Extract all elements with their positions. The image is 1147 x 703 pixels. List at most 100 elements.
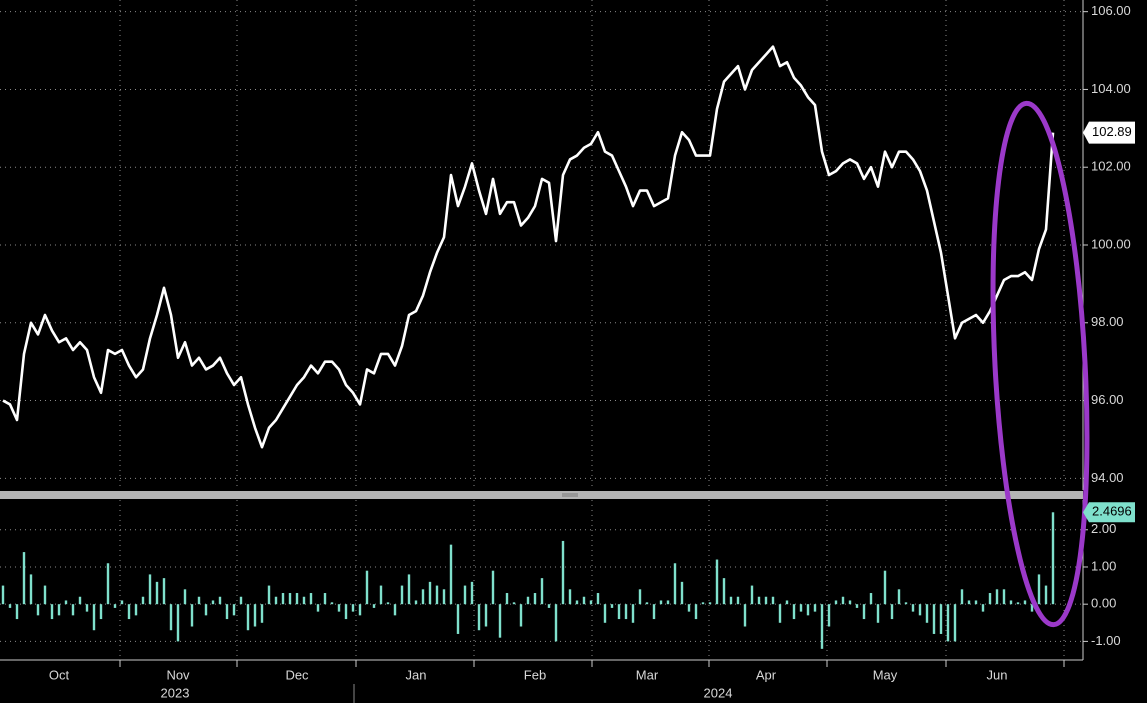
bar	[1016, 602, 1020, 605]
last-value-label: 102.89	[1092, 124, 1132, 139]
bar	[162, 578, 166, 605]
bar	[85, 604, 89, 612]
bar	[274, 596, 278, 605]
x-tick-label: Mar	[636, 667, 659, 682]
bar	[295, 593, 299, 605]
bar	[575, 600, 579, 605]
bar	[946, 604, 950, 642]
bar	[498, 604, 502, 638]
y-tick-label: 0.00	[1091, 596, 1116, 611]
bar	[134, 604, 138, 616]
bar	[932, 604, 936, 634]
bar	[316, 604, 320, 612]
bar	[246, 604, 250, 631]
bar	[939, 604, 943, 634]
bar	[561, 540, 565, 605]
bar	[694, 604, 698, 620]
bar	[435, 585, 439, 605]
bar	[799, 604, 803, 612]
bar	[176, 604, 180, 642]
y-tick-label: 104.00	[1091, 81, 1131, 96]
bar	[750, 585, 754, 605]
bar	[484, 604, 488, 627]
bar	[239, 596, 243, 605]
bar	[995, 589, 999, 605]
year-label: 2023	[161, 685, 190, 700]
bar	[673, 563, 677, 605]
bar	[638, 589, 642, 605]
bar	[645, 602, 649, 605]
x-tick-label: Jun	[987, 667, 1008, 682]
x-tick-label: Dec	[285, 667, 309, 682]
bar	[64, 600, 68, 605]
bar	[596, 593, 600, 605]
y-tick-label: 98.00	[1091, 314, 1124, 329]
bar	[519, 604, 523, 627]
bar	[708, 602, 712, 605]
bar	[1044, 585, 1048, 605]
y-tick-label: 106.00	[1091, 3, 1131, 18]
bar	[757, 596, 761, 605]
bar	[547, 604, 551, 608]
bar	[687, 604, 691, 612]
bar	[967, 600, 971, 605]
bar	[890, 604, 894, 620]
year-label: 2024	[704, 685, 733, 700]
y-tick-label: 100.00	[1091, 236, 1131, 251]
bar	[631, 604, 635, 623]
bar	[470, 581, 474, 605]
bar	[1002, 589, 1006, 605]
bar	[1, 585, 5, 605]
y-tick-label: 94.00	[1091, 470, 1124, 485]
bar	[71, 604, 75, 616]
bar	[113, 604, 117, 608]
bar	[92, 604, 96, 631]
bar	[407, 574, 411, 605]
bar	[680, 581, 684, 605]
bar	[267, 585, 271, 605]
bar	[771, 596, 775, 605]
bar	[778, 604, 782, 623]
bar	[330, 602, 334, 605]
bar	[743, 604, 747, 627]
bar	[106, 563, 110, 605]
bar	[666, 600, 670, 605]
bar	[442, 589, 446, 605]
bar	[715, 559, 719, 605]
bar	[358, 604, 362, 616]
last-value-box	[1083, 121, 1135, 144]
x-tick-label: Oct	[49, 667, 70, 682]
bar	[610, 604, 614, 608]
bar	[225, 604, 229, 620]
bar	[232, 604, 236, 616]
bar	[582, 596, 586, 605]
bar	[848, 600, 852, 605]
y-tick-label: 96.00	[1091, 392, 1124, 407]
bar	[8, 604, 12, 608]
bar	[183, 589, 187, 605]
bar	[505, 593, 509, 605]
bar	[1037, 574, 1041, 605]
bar	[603, 604, 607, 623]
bar	[820, 604, 824, 649]
bar	[120, 600, 124, 605]
x-tick-label: Jan	[406, 667, 427, 682]
bar	[50, 604, 54, 620]
bar	[526, 596, 530, 605]
bar	[876, 604, 880, 623]
bar	[1023, 600, 1027, 605]
bar	[568, 589, 572, 605]
bar	[197, 596, 201, 605]
bar	[344, 604, 348, 620]
highlight-ellipse	[990, 100, 1090, 628]
bar	[456, 604, 460, 634]
y-tick-label: -1.00	[1091, 633, 1121, 648]
bar	[785, 600, 789, 605]
bar	[428, 581, 432, 605]
bar	[337, 604, 341, 612]
bar	[463, 585, 467, 605]
bar	[974, 600, 978, 605]
bar	[281, 593, 285, 605]
bar	[834, 600, 838, 605]
